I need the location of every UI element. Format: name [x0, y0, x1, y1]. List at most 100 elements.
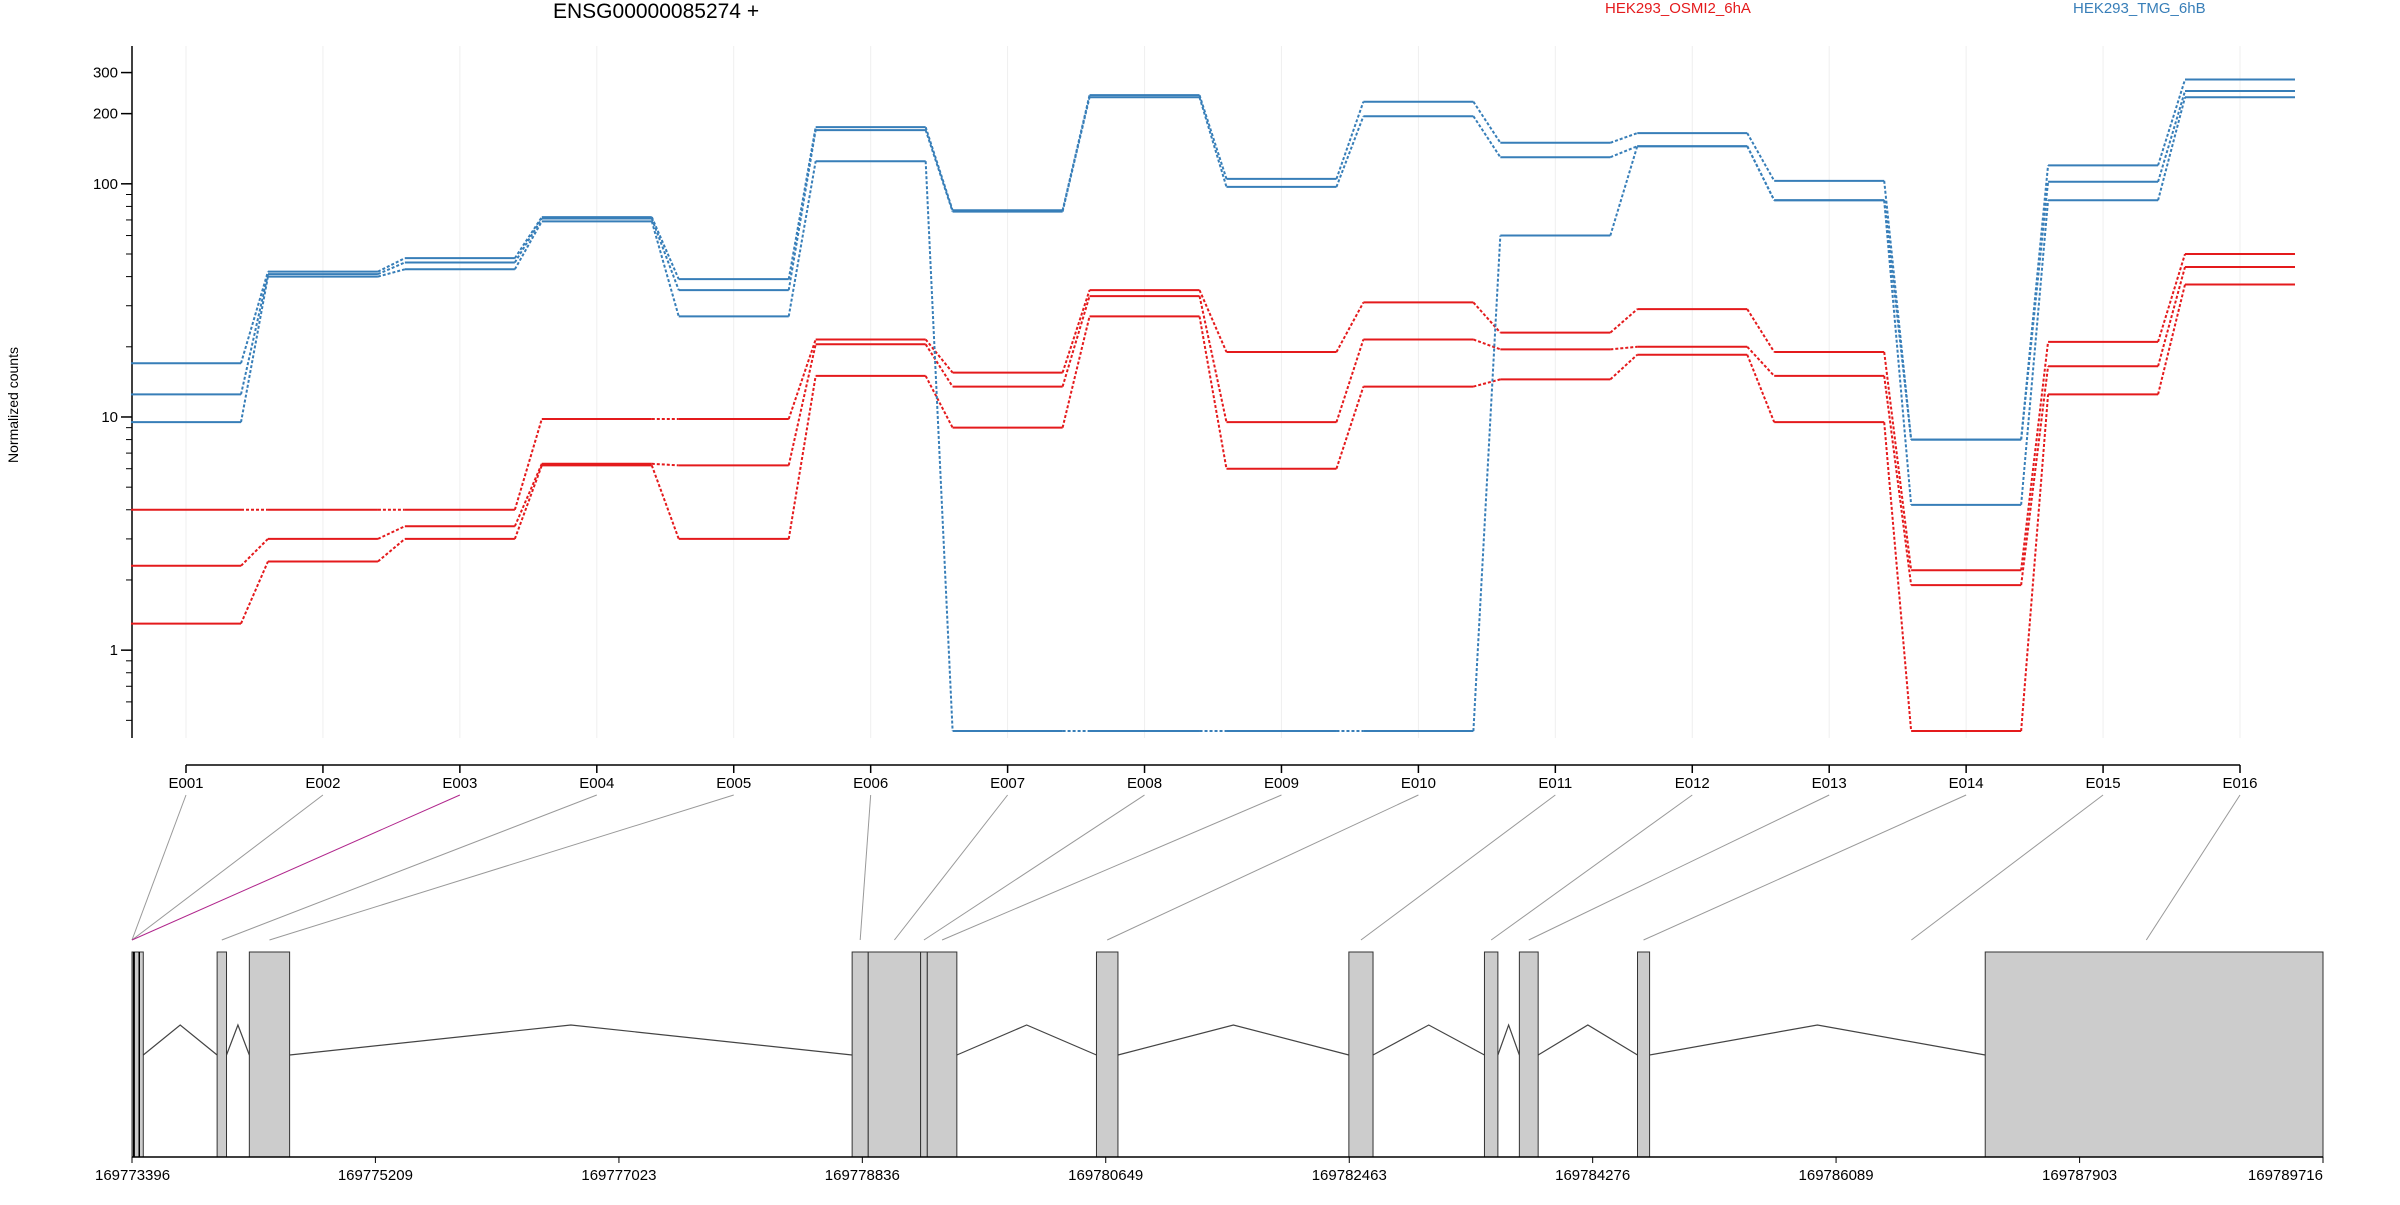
- x-tick-label-e007: E007: [990, 775, 1025, 792]
- series-3-connector: [650, 465, 680, 540]
- series-4-connector: [514, 216, 543, 259]
- series-4-connector: [1472, 101, 1502, 144]
- genomic-tick-label: 169778836: [825, 1167, 900, 1184]
- series-2: [131, 265, 2295, 587]
- series-3-connector: [513, 465, 543, 540]
- genomic-tick-label: 169775209: [338, 1167, 413, 1184]
- series-1-connector: [1061, 289, 1091, 373]
- intron-line: [956, 1024, 1097, 1056]
- series-1-connector: [1472, 301, 1502, 334]
- exon-block-2: [216, 951, 228, 1158]
- series-5-connector: [650, 218, 680, 291]
- series-2-connector: [1610, 345, 1638, 351]
- genomic-tick-label: 169773396: [95, 1167, 170, 1184]
- series-2-connector: [924, 343, 954, 388]
- intron-line: [1372, 1024, 1485, 1056]
- x-tick-label-e010: E010: [1401, 775, 1436, 792]
- exon-link-e016: [2145, 794, 2241, 941]
- intron-line: [289, 1024, 853, 1056]
- series-3-connector: [1335, 386, 1365, 470]
- series-2-connector: [651, 462, 679, 467]
- series-1: [131, 253, 2295, 572]
- series-5-connector: [2020, 181, 2050, 440]
- intron-line: [1117, 1024, 1350, 1056]
- exon-block-10: [1483, 951, 1499, 1158]
- series-3-connector: [1198, 316, 1228, 469]
- series-6-connector: [924, 161, 954, 732]
- series-5-connector: [1609, 145, 1638, 159]
- series-3-connector: [1473, 378, 1501, 388]
- series-6-connector: [1883, 200, 1913, 505]
- series-2-connector: [2157, 266, 2186, 367]
- genomic-tick-label: 169782463: [1312, 1167, 1387, 1184]
- series-4-connector: [240, 271, 269, 364]
- genomic-tick-label: 169787903: [2042, 1167, 2117, 1184]
- exon-block-4: [851, 951, 869, 1158]
- series-2-connector: [1473, 338, 1501, 351]
- intron-line: [142, 1024, 218, 1056]
- y-tick-label: 10: [101, 409, 118, 426]
- series-3-connector: [1061, 316, 1091, 428]
- exon-link-e011: [1360, 794, 1556, 941]
- series-3-connector: [2020, 394, 2050, 732]
- x-tick-label-e011: E011: [1538, 775, 1572, 792]
- exon-link-e015: [1911, 794, 2104, 941]
- x-tick-label-e013: E013: [1812, 775, 1847, 792]
- series-2-connector: [513, 463, 543, 527]
- y-axis-label: Normalized counts: [5, 347, 21, 463]
- series-3: [131, 283, 2295, 733]
- x-tick-label-e005: E005: [716, 775, 751, 792]
- series-6-connector: [650, 221, 680, 317]
- x-tick-label-e015: E015: [2086, 775, 2121, 792]
- series-4-connector: [787, 126, 817, 280]
- y-tick-label: 100: [93, 176, 118, 193]
- series-1-connector: [1609, 308, 1638, 334]
- series-6-connector: [377, 268, 406, 278]
- x-tick-label-e012: E012: [1675, 775, 1710, 792]
- exon-link-e010: [1106, 794, 1419, 941]
- series-2-connector: [1335, 339, 1365, 423]
- intron-line: [1497, 1023, 1520, 1056]
- exon-link-e001: [131, 794, 187, 941]
- series-1-connector: [2157, 253, 2186, 343]
- exon-link-e002: [131, 794, 324, 941]
- exon-link-e003: [131, 794, 461, 941]
- series-1-connector: [1335, 301, 1365, 353]
- y-tick-label: 1: [110, 642, 118, 659]
- x-tick-label-e008: E008: [1127, 775, 1162, 792]
- series-4-connector: [1746, 132, 1776, 182]
- series-3-connector: [1746, 354, 1776, 423]
- exon-block-3: [248, 951, 291, 1158]
- series-4-connector: [1609, 132, 1638, 144]
- series-3-connector: [924, 375, 954, 429]
- exon-block-9: [1348, 951, 1374, 1158]
- y-tick-label: 300: [93, 65, 118, 82]
- genomic-tick-label: 169786089: [1799, 1167, 1874, 1184]
- x-tick-label-e001: E001: [168, 775, 203, 792]
- exon-block-6: [920, 951, 928, 1158]
- series-6-connector: [240, 276, 269, 423]
- x-tick-label-e004: E004: [579, 775, 614, 792]
- series-6-connector: [1472, 235, 1502, 732]
- series-6-connector: [1609, 145, 1639, 236]
- series-6-connector: [2020, 200, 2050, 505]
- series-5-connector: [1061, 97, 1091, 212]
- series-5-connector: [514, 217, 543, 263]
- series-2-connector: [377, 525, 406, 540]
- series-5-connector: [787, 129, 817, 291]
- series-4-connector: [1335, 101, 1365, 180]
- genomic-tick-label: 169789716: [2248, 1167, 2323, 1184]
- exon-block-11: [1518, 951, 1539, 1158]
- series-5-connector: [240, 273, 269, 395]
- series-3-connector: [2157, 284, 2186, 395]
- series-2-connector: [1883, 375, 1913, 586]
- exon-block-13: [1984, 951, 2324, 1158]
- x-tick-label-e009: E009: [1264, 775, 1299, 792]
- series-4-connector: [377, 257, 406, 273]
- series-1-connector: [1746, 308, 1776, 353]
- series-1-connector: [1883, 351, 1913, 571]
- series-3-connector: [377, 538, 406, 563]
- series-2-connector: [240, 538, 269, 567]
- series-4-connector: [650, 216, 680, 280]
